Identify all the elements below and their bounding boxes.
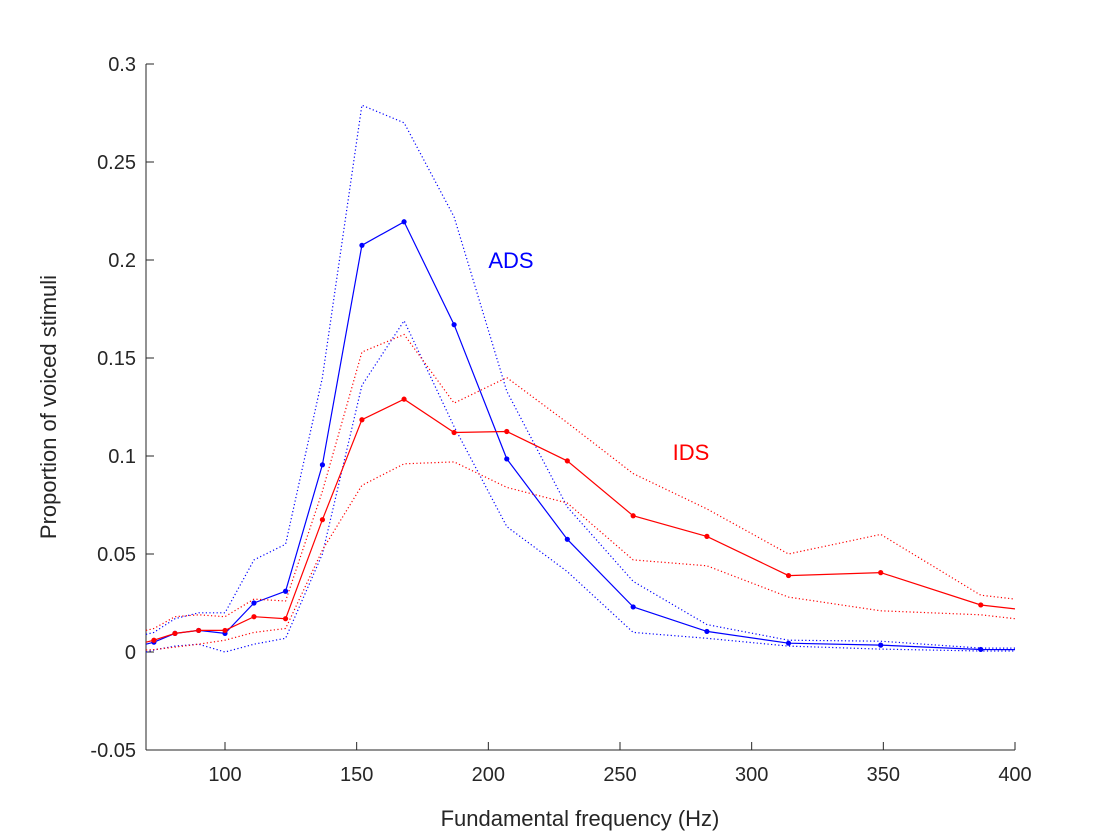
data-point-ids [251,614,257,620]
data-point-ads [401,219,407,225]
series-line-ads-upper [146,104,1015,649]
data-point-ids [196,627,202,634]
series-line-ids-lower [146,461,1015,651]
y-tick-label: 0.15 [97,348,136,370]
data-point-ids [282,616,289,622]
data-point-ids [222,627,228,634]
data-point-ads [630,604,636,610]
y-tick-label: 0.25 [97,152,136,174]
data-point-ads [504,456,510,462]
data-point-ads [878,642,884,648]
y-tick-label: 0.3 [108,54,136,76]
data-point-ads [282,588,289,594]
plot-area [146,104,1015,653]
data-point-ids [401,396,407,402]
data-point-ids [451,429,457,436]
y-tick-label: 0.1 [108,446,136,468]
data-point-ids [504,428,510,435]
series-line-ads-lower [146,319,1015,653]
data-point-ids [564,458,570,464]
data-point-ads [319,462,326,468]
series-line-ids-upper [146,333,1015,631]
annotation-ads: ADS [488,248,533,273]
data-point-ids [359,417,365,423]
y-tick-label: 0 [125,642,136,664]
data-point-ads [564,536,570,542]
data-point-ids [319,517,326,523]
y-tick-label: 0.05 [97,544,136,566]
data-point-ids [172,630,178,636]
data-point-ads [451,322,457,328]
data-point-ids [704,533,710,539]
series-line-ads [146,220,1015,651]
x-tick-label: 150 [340,764,373,786]
x-tick-label: 400 [998,764,1031,786]
x-axis-label: Fundamental frequency (Hz) [441,806,720,831]
data-point-ids [978,602,984,608]
x-tick-label: 200 [472,764,505,786]
x-tick-label: 100 [208,764,241,786]
data-point-ids [151,637,157,643]
data-point-ids [785,572,792,579]
data-point-ads [359,242,365,248]
x-tick-label: 300 [735,764,768,786]
data-point-ads [704,628,710,635]
axes: 100 150 200 250 300 350 400 -0.05 0 0.05 0.1 0.15 0.… [90,54,1031,786]
data-point-ads [251,600,257,606]
x-tick-label: 250 [603,764,636,786]
series-line-ids [146,398,1015,643]
data-point-ids [630,513,636,519]
x-tick-label: 350 [867,764,900,786]
data-point-ids [878,570,884,576]
data-point-ads [785,640,792,646]
y-tick-label: -0.05 [90,740,136,762]
annotations: ADS IDS [488,248,709,465]
y-axis-label: Proportion of voiced stimuli [36,275,61,539]
annotation-ids: IDS [673,440,710,465]
y-tick-label: 0.2 [108,250,136,272]
